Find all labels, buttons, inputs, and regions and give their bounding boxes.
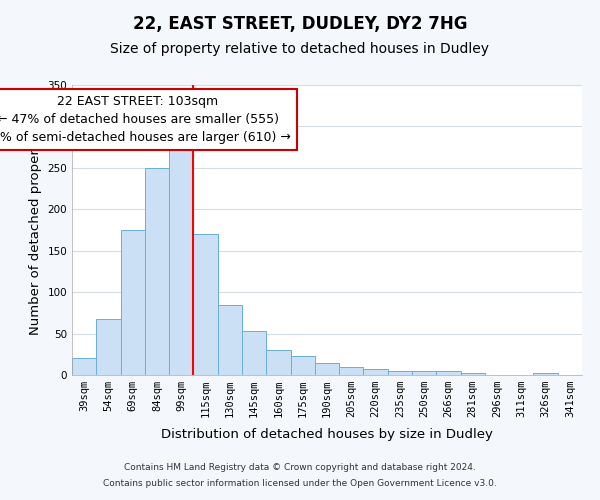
- Bar: [364, 369, 388, 375]
- Bar: [436, 371, 461, 375]
- Bar: [145, 168, 169, 375]
- Text: 22, EAST STREET, DUDLEY, DY2 7HG: 22, EAST STREET, DUDLEY, DY2 7HG: [133, 15, 467, 33]
- Bar: [266, 350, 290, 375]
- Text: Contains HM Land Registry data © Crown copyright and database right 2024.: Contains HM Land Registry data © Crown c…: [124, 464, 476, 472]
- Text: 22 EAST STREET: 103sqm
← 47% of detached houses are smaller (555)
52% of semi-de: 22 EAST STREET: 103sqm ← 47% of detached…: [0, 95, 291, 144]
- Text: Contains public sector information licensed under the Open Government Licence v3: Contains public sector information licen…: [103, 478, 497, 488]
- Bar: [388, 371, 412, 375]
- Bar: [193, 234, 218, 375]
- X-axis label: Distribution of detached houses by size in Dudley: Distribution of detached houses by size …: [161, 428, 493, 442]
- Bar: [533, 372, 558, 375]
- Text: Size of property relative to detached houses in Dudley: Size of property relative to detached ho…: [110, 42, 490, 56]
- Bar: [412, 371, 436, 375]
- Bar: [218, 304, 242, 375]
- Bar: [96, 320, 121, 375]
- Bar: [290, 356, 315, 375]
- Y-axis label: Number of detached properties: Number of detached properties: [29, 125, 42, 335]
- Bar: [72, 358, 96, 375]
- Bar: [169, 140, 193, 375]
- Bar: [242, 331, 266, 375]
- Bar: [121, 230, 145, 375]
- Bar: [315, 362, 339, 375]
- Bar: [339, 366, 364, 375]
- Bar: [461, 374, 485, 375]
